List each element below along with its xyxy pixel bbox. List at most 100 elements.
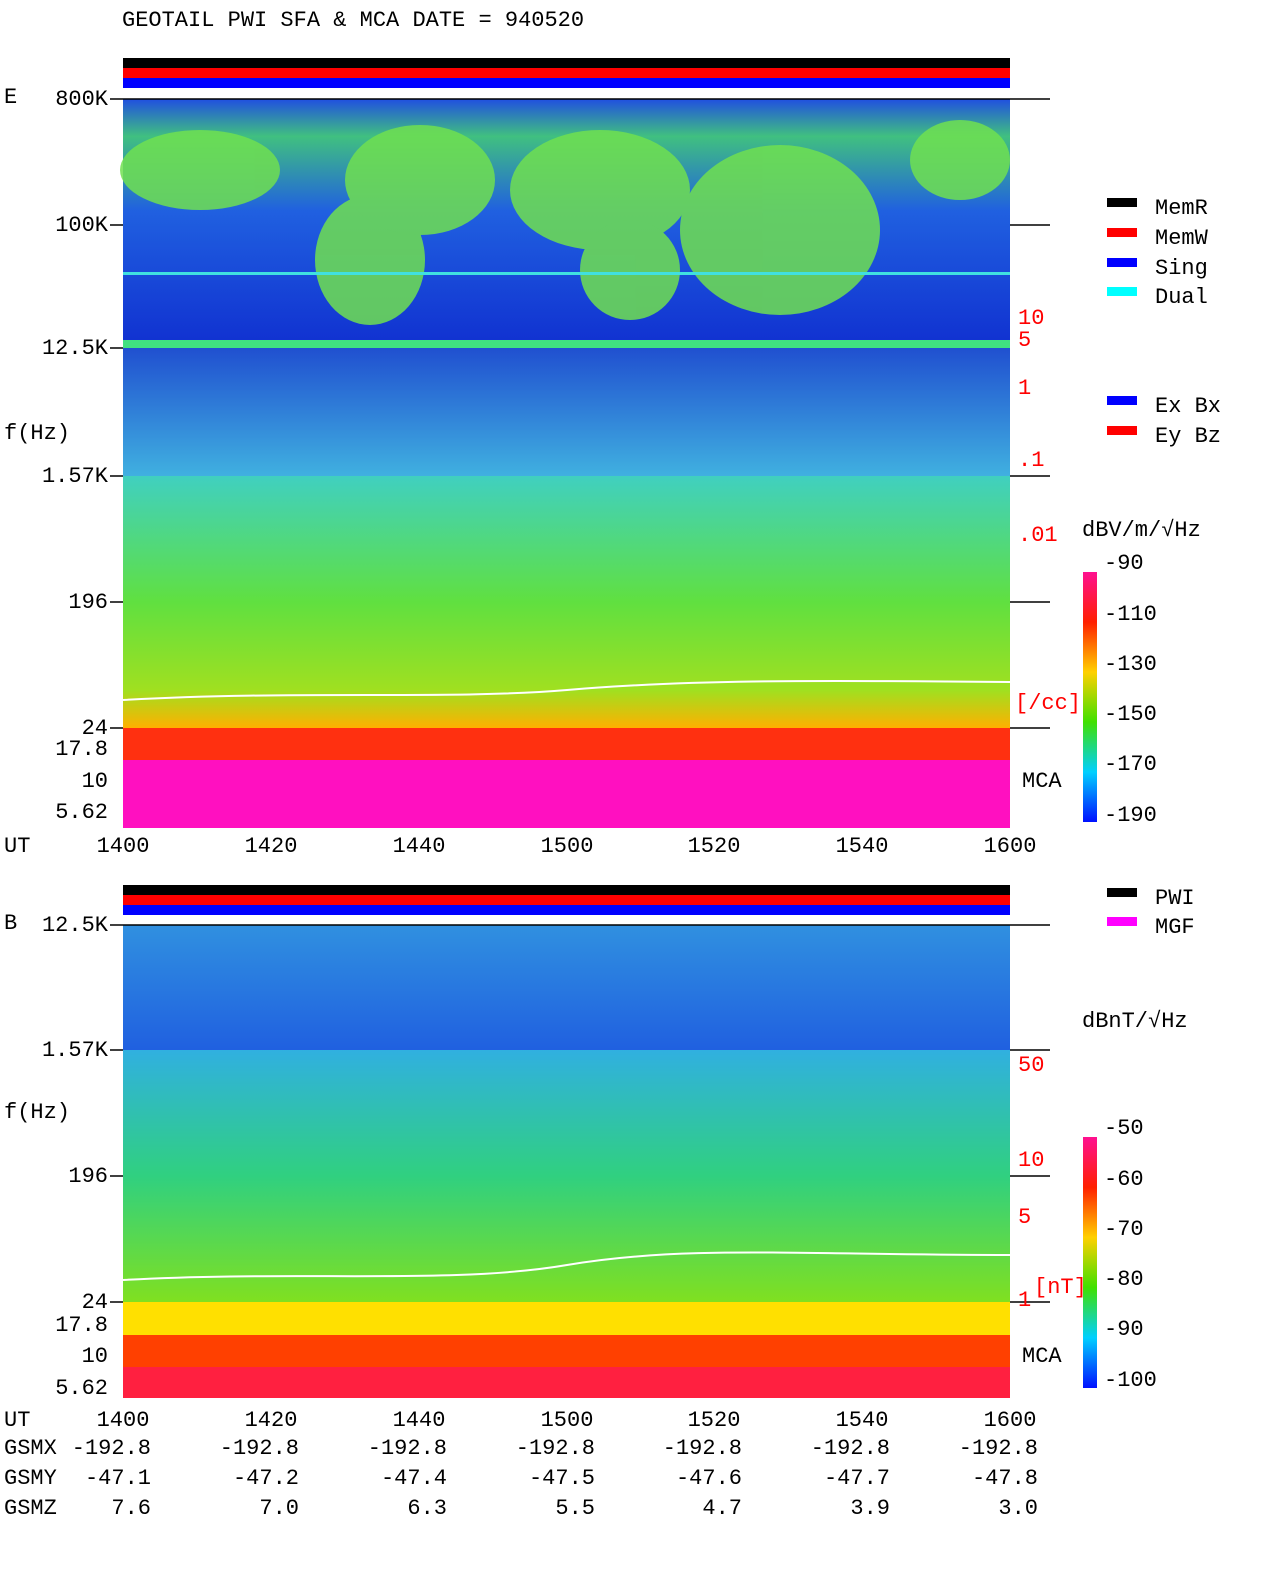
row-name: GSMZ: [4, 1496, 57, 1521]
field-label: 5: [1018, 1205, 1031, 1230]
ut-label: UT: [4, 1408, 30, 1433]
freq-label: 1.57K: [42, 464, 109, 489]
time-label: 1520: [688, 1408, 741, 1433]
status-bar: [123, 68, 1010, 78]
colorbar-label: -190: [1104, 803, 1157, 828]
status-bar: [123, 58, 1010, 68]
orbit-value: -192.8: [516, 1436, 595, 1461]
freq-label: 800K: [55, 87, 109, 112]
orbit-value: 5.5: [555, 1496, 595, 1521]
field-label: 1: [1018, 1288, 1031, 1313]
colorbar-label: -110: [1104, 602, 1157, 627]
axis-label: f(Hz): [4, 421, 70, 446]
status-bar: [123, 885, 1010, 895]
legend-label: MemW: [1155, 226, 1209, 251]
density-label: 10: [1018, 306, 1044, 331]
orbit-value: -47.6: [676, 1466, 742, 1491]
time-label: 1420: [245, 834, 298, 859]
legend: PWI MGF: [1107, 886, 1195, 940]
ut-label: UT: [4, 834, 30, 859]
time-label: 1500: [541, 1408, 594, 1433]
legend-swatch: [1107, 287, 1137, 296]
legend-label: MGF: [1155, 915, 1195, 940]
freq-label: 17.8: [55, 1313, 108, 1338]
colorbar-labels: -90 -110 -130 -150 -170 -190: [1104, 551, 1157, 828]
density-unit: [/cc]: [1015, 691, 1081, 716]
legend-label: Dual: [1155, 285, 1208, 310]
orbit-table: GSMX -192.8 -192.8 -192.8 -192.8 -192.8 -192.8…: [4, 1436, 1038, 1521]
status-bar: [123, 905, 1010, 915]
time-label: 1520: [688, 834, 741, 859]
density-trace: [122, 679, 1011, 701]
mca-label: MCA: [1022, 769, 1062, 794]
legend-swatch: [1107, 888, 1137, 897]
legend-swatch: [1107, 396, 1137, 405]
legend-swatch: [1107, 228, 1137, 237]
spectrogram: [123, 348, 1010, 476]
time-label: 1500: [541, 834, 594, 859]
legend-label: MemR: [1155, 196, 1208, 221]
colorbar-unit: dBV/m/√Hz: [1082, 518, 1201, 543]
legend-label: Sing: [1155, 256, 1208, 281]
colorbar-label: -80: [1104, 1267, 1144, 1292]
time-label: 1600: [984, 1408, 1037, 1433]
freq-label: 12.5K: [42, 336, 109, 361]
row-name: GSMX: [4, 1436, 57, 1461]
time-label: 1440: [393, 834, 446, 859]
time-label: 1400: [97, 1408, 150, 1433]
field-unit: [nT]: [1034, 1275, 1087, 1300]
time-label: 1400: [97, 834, 150, 859]
mca-label: MCA: [1022, 1344, 1062, 1369]
colorbar: [1083, 572, 1097, 822]
orbit-value: -192.8: [368, 1436, 447, 1461]
time-labels: 1400 1420 1440 1500 1520 1540 1600: [97, 834, 1037, 859]
field-labels: 50 10 5 1: [1018, 1053, 1044, 1313]
status-bar: [123, 895, 1010, 905]
time-labels: 1400 1420 1440 1500 1520 1540 1600: [97, 1408, 1037, 1433]
orbit-value: 6.3: [407, 1496, 447, 1521]
orbit-value: -47.7: [824, 1466, 890, 1491]
panel-label: E: [4, 85, 17, 110]
freq-label: 5.62: [55, 1376, 108, 1401]
time-label: 1540: [836, 1408, 889, 1433]
colorbar-label: -150: [1104, 702, 1157, 727]
mca-band: [123, 760, 1010, 828]
orbit-value: -192.8: [72, 1436, 151, 1461]
field-label: 10: [1018, 1148, 1044, 1173]
freq-label: 196: [68, 590, 108, 615]
time-label: 1540: [836, 834, 889, 859]
axis-ticks: [110, 924, 1050, 1303]
density-label: .01: [1018, 523, 1058, 548]
freq-label: 10: [82, 1344, 108, 1369]
mca-band: [123, 728, 1010, 760]
colorbar-label: -70: [1104, 1217, 1144, 1242]
time-label: 1600: [984, 834, 1037, 859]
freq-label: 5.62: [55, 800, 108, 825]
legend-label: Ey Bz: [1155, 424, 1221, 449]
colorbar-label: -130: [1104, 652, 1157, 677]
orbit-value: -47.5: [529, 1466, 595, 1491]
freq-label: 100K: [55, 213, 109, 238]
field-label: 50: [1018, 1053, 1044, 1078]
colorbar-label: -50: [1104, 1116, 1144, 1141]
density-label: .1: [1018, 448, 1044, 473]
spectrogram: [123, 925, 1010, 1050]
legend-swatch: [1107, 258, 1137, 267]
time-label: 1440: [393, 1408, 446, 1433]
colorbar-label: -90: [1104, 1317, 1144, 1342]
orbit-value: 4.7: [702, 1496, 742, 1521]
line-emission: [123, 340, 1010, 348]
density-label: 5: [1018, 328, 1031, 353]
density-labels: 105 1 .1 .01: [1018, 306, 1058, 548]
legend-label: Ex Bx: [1155, 394, 1221, 419]
legend-swatch: [1107, 426, 1137, 435]
orbit-value: -47.1: [85, 1466, 151, 1491]
colorbar-label: -90: [1104, 551, 1144, 576]
orbit-value: -192.8: [811, 1436, 890, 1461]
freq-label: 1.57K: [42, 1038, 109, 1063]
axis-ticks: [110, 98, 1050, 729]
colorbar-label: -60: [1104, 1167, 1144, 1192]
